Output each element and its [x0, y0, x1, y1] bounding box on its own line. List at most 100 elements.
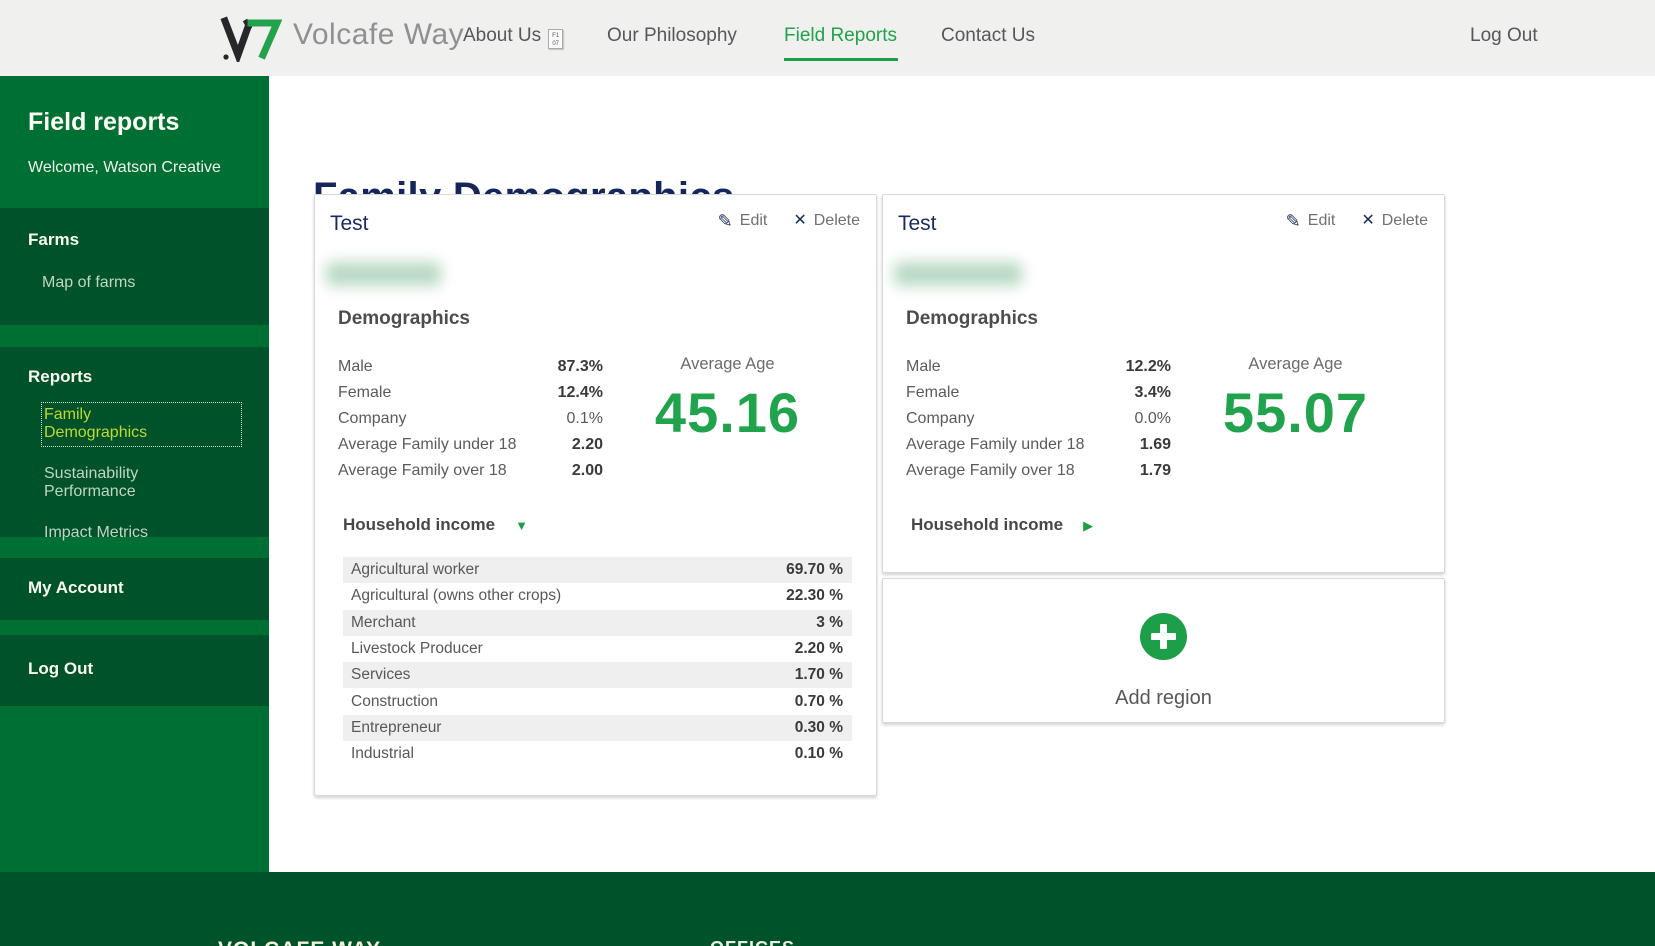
income-label: Agricultural worker	[351, 561, 480, 579]
household-income-toggle[interactable]: Household income ▶	[906, 515, 1420, 535]
sidebar-section-my-account[interactable]: My Account	[0, 558, 269, 620]
sidebar-my-account-label: My Account	[28, 578, 124, 597]
household-income-label: Household income	[343, 515, 496, 534]
stat-label: Company	[338, 410, 407, 427]
footer-volcafe-way-heading: VOLCAFE WAY	[218, 938, 381, 946]
sidebar-welcome-block: Field reports Welcome, Watson Creative	[0, 76, 269, 177]
delete-button[interactable]: ✕ Delete	[793, 212, 860, 230]
income-value: 0.10 %	[794, 745, 843, 763]
sidebar: Field reports Welcome, Watson Creative F…	[0, 76, 269, 872]
stat-value: 3.4%	[1134, 384, 1171, 401]
stat-value: 0.0%	[1134, 410, 1171, 427]
income-label: Entrepreneur	[351, 718, 442, 736]
stat-row: Male 87.3%	[338, 354, 603, 380]
demographics-stats: Male 87.3% Female 12.4% Company 0.	[338, 354, 603, 484]
page-footer: VOLCAFE WAY OFFICES	[0, 872, 1655, 946]
income-row: Merchant 3 %	[343, 609, 852, 636]
stat-row: Male 12.2%	[906, 354, 1171, 380]
stat-label: Average Family over 18	[906, 462, 1075, 479]
income-label: Industrial	[351, 745, 414, 763]
plus-icon	[1140, 613, 1187, 660]
income-row: Agricultural (owns other crops) 22.30 %	[343, 583, 852, 609]
nav-about-us[interactable]: About Us F1 07	[463, 25, 564, 49]
missing-glyph-icon: F1 07	[548, 29, 564, 49]
nav-log-out[interactable]: Log Out	[1470, 25, 1538, 46]
stat-label: Female	[906, 384, 960, 401]
sidebar-farms-heading: Farms	[28, 230, 80, 249]
income-value: 69.70 %	[786, 561, 843, 579]
region-name-redacted	[326, 262, 441, 286]
add-region-button[interactable]: Add region	[882, 578, 1445, 723]
sidebar-log-out-label: Log Out	[28, 659, 94, 678]
demographics-heading: Demographics	[906, 308, 1038, 329]
sidebar-section-farms: Farms Map of farms	[0, 208, 269, 325]
income-value: 1.70 %	[794, 666, 843, 684]
sidebar-item-impact-metrics[interactable]: Impact Metrics	[44, 524, 149, 541]
region-card-2: Test ✎ Edit ✕ Delete Demographics	[882, 194, 1445, 573]
pencil-icon: ✎	[1285, 211, 1301, 231]
main-content: Family Demographics Test ✎ Edit ✕ Delete	[269, 76, 1655, 872]
stat-row: Company 0.0%	[906, 406, 1171, 432]
household-income-table: Agricultural worker 69.70 % Agricultural…	[338, 557, 852, 767]
nav-about-us-label: About Us	[463, 25, 542, 46]
income-label: Merchant	[351, 613, 416, 631]
edit-button[interactable]: ✎ Edit	[718, 212, 768, 230]
chevron-right-icon: ▶	[1083, 517, 1094, 533]
income-value: 2.20 %	[794, 640, 843, 658]
nav-our-philosophy[interactable]: Our Philosophy	[607, 25, 737, 46]
stat-row: Average Family under 18 2.20	[338, 432, 603, 458]
stat-label: Male	[906, 358, 941, 375]
household-income-toggle[interactable]: Household income ▼	[338, 515, 852, 535]
stat-label: Company	[906, 410, 975, 427]
income-row: Entrepreneur 0.30 %	[343, 714, 852, 742]
sidebar-section-log-out[interactable]: Log Out	[0, 635, 269, 706]
income-label: Construction	[351, 692, 439, 710]
income-label: Agricultural (owns other crops)	[351, 587, 562, 605]
add-region-label: Add region	[1115, 687, 1212, 709]
sidebar-item-sustainability-performance[interactable]: Sustainability Performance	[44, 465, 139, 500]
region-card-title: Test	[898, 212, 937, 235]
sidebar-welcome-text: Welcome, Watson Creative	[28, 159, 221, 176]
stat-value: 2.00	[571, 462, 603, 479]
region-card-title: Test	[330, 212, 369, 235]
edit-button[interactable]: ✎ Edit	[1286, 212, 1336, 230]
region-name-redacted	[894, 262, 1022, 286]
income-value: 0.70 %	[794, 692, 843, 710]
stat-row: Female 3.4%	[906, 380, 1171, 406]
income-value: 22.30 %	[786, 587, 843, 605]
stat-label: Average Family under 18	[338, 436, 517, 453]
stat-value: 1.79	[1139, 462, 1171, 479]
active-nav-underline	[784, 58, 898, 61]
income-label: Services	[351, 666, 411, 684]
stat-row: Average Family over 18 2.00	[338, 458, 603, 484]
delete-label: Delete	[1381, 212, 1428, 229]
demographics-heading: Demographics	[338, 308, 470, 329]
sidebar-section-reports: Reports Family Demographics Sustainabili…	[0, 347, 269, 541]
income-label: Livestock Producer	[351, 640, 483, 658]
nav-field-reports[interactable]: Field Reports	[784, 25, 897, 46]
footer-offices-heading: OFFICES	[710, 938, 795, 946]
average-age-value: 45.16	[654, 381, 801, 444]
x-icon: ✕	[1361, 212, 1375, 229]
sidebar-reports-heading: Reports	[28, 367, 93, 386]
delete-button[interactable]: ✕ Delete	[1361, 212, 1428, 230]
stat-value: 12.2%	[1125, 358, 1171, 375]
delete-label: Delete	[813, 212, 860, 229]
income-row: Industrial 0.10 %	[343, 741, 852, 767]
stat-label: Female	[338, 384, 392, 401]
income-row: Services 1.70 %	[343, 662, 852, 689]
nav-contact-us[interactable]: Contact Us	[941, 25, 1035, 46]
stat-value: 12.4%	[557, 384, 603, 401]
stat-value: 0.1%	[566, 410, 603, 427]
average-age-label: Average Age	[1248, 355, 1343, 373]
income-value: 3 %	[816, 613, 843, 631]
volcafe-logo-icon[interactable]	[218, 14, 282, 62]
brand-name[interactable]: Volcafe Way	[293, 18, 465, 51]
x-icon: ✕	[793, 212, 807, 229]
income-row: Construction 0.70 %	[343, 688, 852, 714]
sidebar-item-map-of-farms[interactable]: Map of farms	[42, 274, 136, 291]
stat-row: Average Family over 18 1.79	[906, 458, 1171, 484]
sidebar-item-family-demographics[interactable]: Family Demographics	[41, 402, 242, 447]
edit-label: Edit	[1307, 212, 1336, 229]
